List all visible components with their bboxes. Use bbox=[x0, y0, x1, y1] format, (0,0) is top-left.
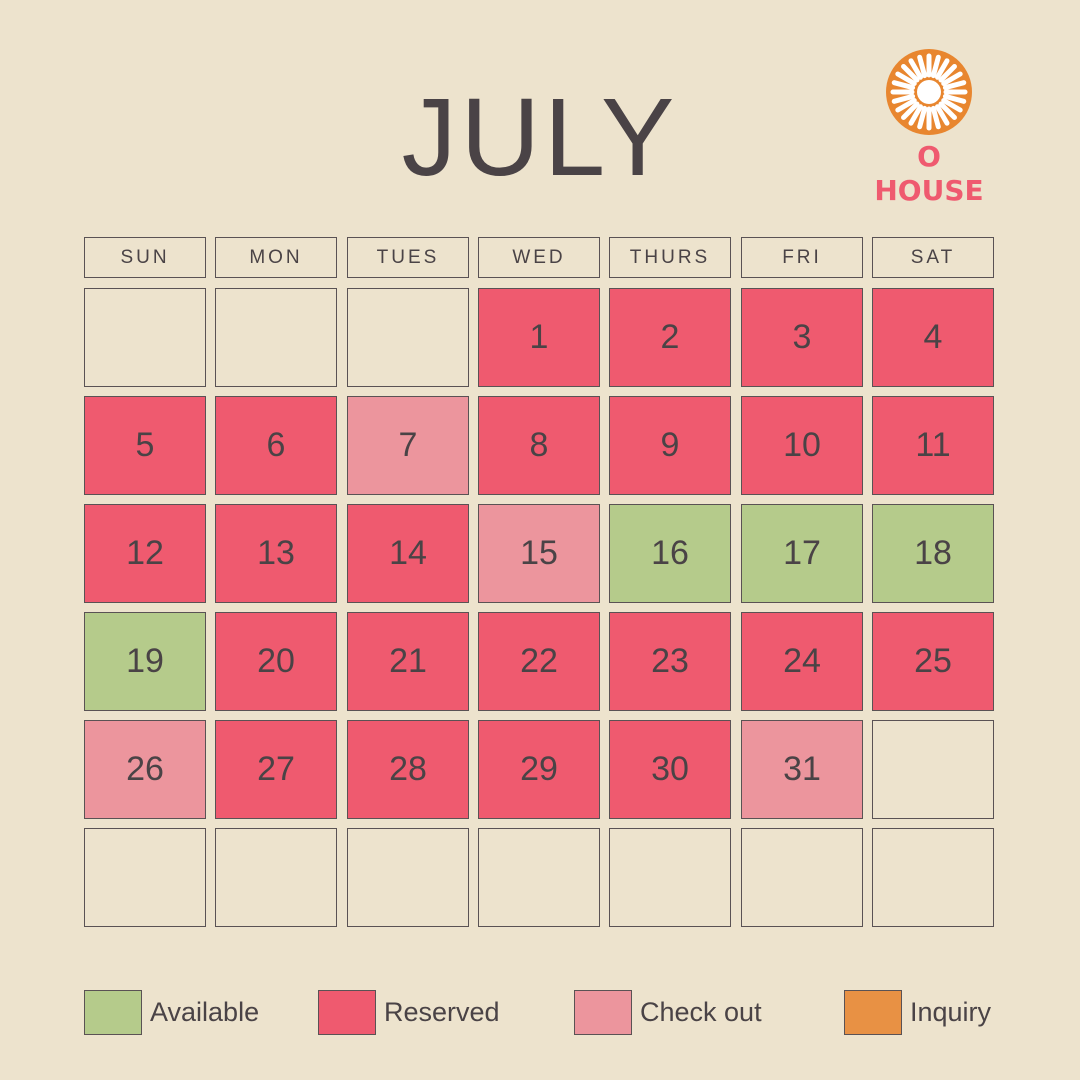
day-cell-24[interactable]: 24 bbox=[741, 612, 863, 711]
empty-day-cell bbox=[872, 720, 994, 819]
weekday-thurs: THURS bbox=[609, 237, 731, 278]
empty-day-cell bbox=[347, 828, 469, 927]
day-cell-23[interactable]: 23 bbox=[609, 612, 731, 711]
day-cell-13[interactable]: 13 bbox=[215, 504, 337, 603]
brand-name: O HOUSE bbox=[874, 140, 984, 207]
legend-label-reserved: Reserved bbox=[384, 997, 500, 1027]
brand-logo: O HOUSE bbox=[862, 48, 996, 207]
legend-swatch-available bbox=[84, 990, 142, 1035]
empty-day-cell bbox=[741, 828, 863, 927]
weekday-sun: SUN bbox=[84, 237, 206, 278]
empty-day-cell bbox=[347, 288, 469, 387]
day-cell-29[interactable]: 29 bbox=[478, 720, 600, 819]
day-cell-6[interactable]: 6 bbox=[215, 396, 337, 495]
day-cell-3[interactable]: 3 bbox=[741, 288, 863, 387]
day-cell-28[interactable]: 28 bbox=[347, 720, 469, 819]
weekday-wed: WED bbox=[478, 237, 600, 278]
day-cell-19[interactable]: 19 bbox=[84, 612, 206, 711]
day-cell-22[interactable]: 22 bbox=[478, 612, 600, 711]
day-cell-12[interactable]: 12 bbox=[84, 504, 206, 603]
day-cell-17[interactable]: 17 bbox=[741, 504, 863, 603]
day-cell-26[interactable]: 26 bbox=[84, 720, 206, 819]
day-cell-9[interactable]: 9 bbox=[609, 396, 731, 495]
legend-swatch-checkout bbox=[574, 990, 632, 1035]
legend-label-inquiry: Inquiry bbox=[910, 997, 992, 1027]
day-cell-2[interactable]: 2 bbox=[609, 288, 731, 387]
day-cell-31[interactable]: 31 bbox=[741, 720, 863, 819]
weekday-fri: FRI bbox=[741, 237, 863, 278]
legend-swatch-reserved bbox=[318, 990, 376, 1035]
day-cell-14[interactable]: 14 bbox=[347, 504, 469, 603]
day-cell-21[interactable]: 21 bbox=[347, 612, 469, 711]
day-cell-25[interactable]: 25 bbox=[872, 612, 994, 711]
day-cell-11[interactable]: 11 bbox=[872, 396, 994, 495]
empty-day-cell bbox=[478, 828, 600, 927]
day-cell-20[interactable]: 20 bbox=[215, 612, 337, 711]
day-cell-5[interactable]: 5 bbox=[84, 396, 206, 495]
day-cell-10[interactable]: 10 bbox=[741, 396, 863, 495]
empty-day-cell bbox=[609, 828, 731, 927]
month-title: JULY bbox=[401, 76, 679, 199]
empty-day-cell bbox=[84, 288, 206, 387]
legend-swatch-inquiry bbox=[844, 990, 902, 1035]
day-cell-4[interactable]: 4 bbox=[872, 288, 994, 387]
weekday-sat: SAT bbox=[872, 237, 994, 278]
empty-day-cell bbox=[872, 828, 994, 927]
weekday-tues: TUES bbox=[347, 237, 469, 278]
empty-day-cell bbox=[215, 288, 337, 387]
legend-label-checkout: Check out bbox=[640, 997, 762, 1027]
day-cell-1[interactable]: 1 bbox=[478, 288, 600, 387]
day-cell-7[interactable]: 7 bbox=[347, 396, 469, 495]
empty-day-cell bbox=[84, 828, 206, 927]
day-cell-15[interactable]: 15 bbox=[478, 504, 600, 603]
day-cell-18[interactable]: 18 bbox=[872, 504, 994, 603]
weekday-mon: MON bbox=[215, 237, 337, 278]
empty-day-cell bbox=[215, 828, 337, 927]
legend-label-available: Available bbox=[150, 997, 260, 1027]
day-cell-16[interactable]: 16 bbox=[609, 504, 731, 603]
day-cell-27[interactable]: 27 bbox=[215, 720, 337, 819]
day-cell-30[interactable]: 30 bbox=[609, 720, 731, 819]
day-cell-8[interactable]: 8 bbox=[478, 396, 600, 495]
sun-icon bbox=[886, 49, 972, 135]
